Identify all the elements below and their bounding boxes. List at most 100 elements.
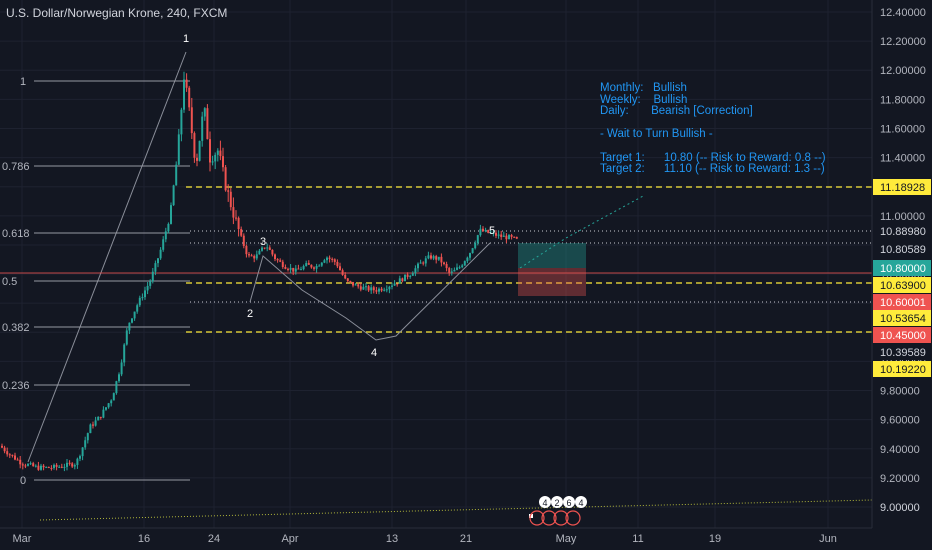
chart-title: U.S. Dollar/Norwegian Krone, 240, FXCM [6,6,228,20]
candle-body [60,466,63,468]
time-tick-label: May [556,533,577,545]
candle-body [307,263,310,265]
candle-body [398,278,401,284]
price-label-bg [873,310,931,326]
candle-body [437,256,440,260]
note-line: - Wait to Turn Bullish - [600,128,713,141]
candle-body [367,286,370,291]
event-badge-count: 4 [578,498,583,508]
candle-body [326,257,328,261]
candle-body [107,403,110,408]
candle-body [214,154,217,162]
note-line: Daily: Bearish [Correction] [600,105,753,118]
event-badge-count: 2 [554,498,559,508]
candle-body [443,262,445,264]
candle-body [445,263,448,269]
price-tick-label: 12.20000 [880,36,926,48]
fib-drawing: 1 0.786 0.618 0.5 0.382 0.236 0 [2,51,190,487]
wave-path [249,242,491,341]
candle-body [11,454,14,456]
event-badge-bubble [575,496,587,508]
candle-body [240,229,243,236]
flag-icon [529,514,533,518]
event-badge-bubble [563,496,575,508]
candle-body [440,256,443,263]
candle-body [372,287,375,291]
event-badge-ring [529,510,545,526]
candle-body [484,229,487,232]
price-tick-label: 11.80000 [880,94,925,106]
price-label-text: 10.60001 [880,297,926,309]
candle-body [471,248,474,254]
candle-body [344,274,347,279]
candle-body [216,150,219,155]
candle-body [224,167,227,191]
price-label: 10.60001 [873,294,931,310]
candle-body [331,258,334,260]
candle-body [16,459,19,461]
candle-body [71,463,74,467]
candle-body [315,266,318,269]
candle-body [409,275,412,277]
candle-body [469,253,471,258]
candle-body [19,459,22,465]
price-label-bg [873,241,931,257]
candle-body [476,235,479,243]
price-label-text: 10.19220 [880,364,926,376]
candle-body [515,237,518,239]
candle-body [461,265,464,268]
candle-body [380,288,383,291]
candle-body [302,266,305,270]
candle-body [359,286,362,290]
price-label: 10.39589 [873,344,931,360]
price-tick-label: 9.60000 [880,415,920,427]
time-tick-label: 13 [386,533,398,545]
candle-body [105,407,107,410]
candle-body [1,445,3,448]
candle-body [149,281,152,286]
price-label: 10.19220 [873,361,931,377]
candle-body [118,374,120,382]
candle-body [248,254,250,256]
candle-body [305,263,308,267]
candle-body [383,289,386,291]
candle-body [227,190,230,192]
event-badge-count: 4 [542,498,547,508]
note-line: Weekly: Bullish [600,93,688,106]
candle-body [86,433,89,441]
candle-body [203,108,206,117]
candle-body [276,259,279,261]
price-label: 10.53654 [873,310,931,326]
time-axis: Mar 16 24 Apr 13 21 May 11 19 Jun [0,527,872,550]
candle-body [175,164,178,186]
candle-body [47,466,50,468]
candle-body [258,250,261,255]
candle-body [508,235,510,240]
time-tick-label: Apr [281,533,298,545]
candle-body [391,285,393,287]
price-label: 10.63900 [873,277,931,293]
candle-body [456,267,458,270]
candle-body [255,254,258,259]
candle-body [120,362,123,375]
candle-body [190,107,193,134]
candle-body [378,288,380,292]
candle-body [211,161,214,163]
candle-body [466,257,469,262]
candle-body [346,278,349,281]
price-label-bg [873,277,931,293]
candle-body [320,262,323,266]
candle-body [297,268,300,270]
candle-body [8,454,11,456]
candle-body [92,424,94,426]
candle-body [232,207,235,218]
candle-body [495,232,497,236]
price-label-bg [873,499,931,515]
fib-level-label: 0.786 [2,161,30,173]
price-tick-label: 12.00000 [880,65,926,77]
candle-body [281,261,284,267]
candle-body [339,266,341,271]
candle-body [284,266,287,269]
